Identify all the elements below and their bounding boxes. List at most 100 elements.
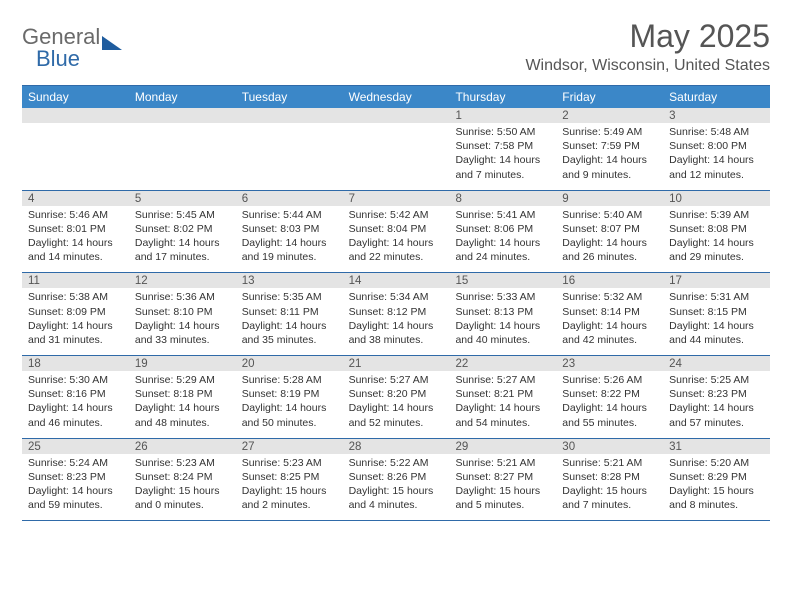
- sunset-text: Sunset: 8:26 PM: [349, 470, 444, 484]
- day-number: 13: [236, 273, 343, 288]
- day-number: 23: [556, 356, 663, 371]
- sunset-text: Sunset: 8:02 PM: [135, 222, 230, 236]
- day-of-week-cell: Sunday: [22, 86, 129, 108]
- day-number: 22: [449, 356, 556, 371]
- month-title: May 2025: [525, 18, 770, 55]
- day-of-week-cell: Saturday: [663, 86, 770, 108]
- sunrise-text: Sunrise: 5:40 AM: [562, 208, 657, 222]
- day-number: 3: [663, 108, 770, 123]
- sunrise-text: Sunrise: 5:35 AM: [242, 290, 337, 304]
- day-detail: Sunrise: 5:23 AMSunset: 8:24 PMDaylight:…: [129, 454, 236, 521]
- sunset-text: Sunset: 8:28 PM: [562, 470, 657, 484]
- day-detail: Sunrise: 5:33 AMSunset: 8:13 PMDaylight:…: [449, 288, 556, 355]
- daylight-text: Daylight: 14 hours and 52 minutes.: [349, 401, 444, 429]
- day-number: 9: [556, 191, 663, 206]
- day-detail: [129, 123, 236, 190]
- daylight-text: Daylight: 14 hours and 48 minutes.: [135, 401, 230, 429]
- day-detail: Sunrise: 5:36 AMSunset: 8:10 PMDaylight:…: [129, 288, 236, 355]
- daylight-text: Daylight: 14 hours and 57 minutes.: [669, 401, 764, 429]
- sunset-text: Sunset: 8:04 PM: [349, 222, 444, 236]
- day-number: 1: [449, 108, 556, 123]
- sunrise-text: Sunrise: 5:33 AM: [455, 290, 550, 304]
- day-number-strip: 11121314151617: [22, 273, 770, 288]
- sunrise-text: Sunrise: 5:20 AM: [669, 456, 764, 470]
- daylight-text: Daylight: 14 hours and 29 minutes.: [669, 236, 764, 264]
- day-number: 8: [449, 191, 556, 206]
- day-number: 17: [663, 273, 770, 288]
- daylight-text: Daylight: 15 hours and 0 minutes.: [135, 484, 230, 512]
- sunset-text: Sunset: 8:24 PM: [135, 470, 230, 484]
- daylight-text: Daylight: 14 hours and 7 minutes.: [455, 153, 550, 181]
- day-detail: Sunrise: 5:40 AMSunset: 8:07 PMDaylight:…: [556, 206, 663, 273]
- daylight-text: Daylight: 14 hours and 46 minutes.: [28, 401, 123, 429]
- daylight-text: Daylight: 14 hours and 33 minutes.: [135, 319, 230, 347]
- day-number: 30: [556, 439, 663, 454]
- day-detail-strip: Sunrise: 5:24 AMSunset: 8:23 PMDaylight:…: [22, 454, 770, 521]
- sunrise-text: Sunrise: 5:36 AM: [135, 290, 230, 304]
- sunrise-text: Sunrise: 5:29 AM: [135, 373, 230, 387]
- day-number-strip: 25262728293031: [22, 439, 770, 454]
- sunset-text: Sunset: 8:15 PM: [669, 305, 764, 319]
- day-detail: Sunrise: 5:25 AMSunset: 8:23 PMDaylight:…: [663, 371, 770, 438]
- sunset-text: Sunset: 8:14 PM: [562, 305, 657, 319]
- day-number: 18: [22, 356, 129, 371]
- day-number: 31: [663, 439, 770, 454]
- sunset-text: Sunset: 8:21 PM: [455, 387, 550, 401]
- day-number: 28: [343, 439, 450, 454]
- sunrise-text: Sunrise: 5:31 AM: [669, 290, 764, 304]
- sunrise-text: Sunrise: 5:21 AM: [455, 456, 550, 470]
- daylight-text: Daylight: 15 hours and 7 minutes.: [562, 484, 657, 512]
- daylight-text: Daylight: 14 hours and 40 minutes.: [455, 319, 550, 347]
- day-detail: Sunrise: 5:45 AMSunset: 8:02 PMDaylight:…: [129, 206, 236, 273]
- sunrise-text: Sunrise: 5:27 AM: [455, 373, 550, 387]
- day-number: 2: [556, 108, 663, 123]
- day-number: 24: [663, 356, 770, 371]
- sunrise-text: Sunrise: 5:23 AM: [242, 456, 337, 470]
- sunrise-text: Sunrise: 5:24 AM: [28, 456, 123, 470]
- daylight-text: Daylight: 14 hours and 22 minutes.: [349, 236, 444, 264]
- daylight-text: Daylight: 14 hours and 42 minutes.: [562, 319, 657, 347]
- day-detail: Sunrise: 5:28 AMSunset: 8:19 PMDaylight:…: [236, 371, 343, 438]
- week-row: 123 Sunrise: 5:50 AMSunset: 7:58 PMDaylig…: [22, 108, 770, 191]
- sunset-text: Sunset: 8:16 PM: [28, 387, 123, 401]
- daylight-text: Daylight: 14 hours and 14 minutes.: [28, 236, 123, 264]
- day-number: 26: [129, 439, 236, 454]
- day-detail: Sunrise: 5:21 AMSunset: 8:27 PMDaylight:…: [449, 454, 556, 521]
- day-number-strip: 45678910: [22, 191, 770, 206]
- sunset-text: Sunset: 8:01 PM: [28, 222, 123, 236]
- day-detail-strip: Sunrise: 5:38 AMSunset: 8:09 PMDaylight:…: [22, 288, 770, 355]
- day-detail: [343, 123, 450, 190]
- sunset-text: Sunset: 8:03 PM: [242, 222, 337, 236]
- day-number: 19: [129, 356, 236, 371]
- day-number: 15: [449, 273, 556, 288]
- day-detail: Sunrise: 5:42 AMSunset: 8:04 PMDaylight:…: [343, 206, 450, 273]
- sunrise-text: Sunrise: 5:21 AM: [562, 456, 657, 470]
- day-number: 16: [556, 273, 663, 288]
- day-detail: Sunrise: 5:23 AMSunset: 8:25 PMDaylight:…: [236, 454, 343, 521]
- day-detail: Sunrise: 5:35 AMSunset: 8:11 PMDaylight:…: [236, 288, 343, 355]
- day-detail: Sunrise: 5:26 AMSunset: 8:22 PMDaylight:…: [556, 371, 663, 438]
- day-number: [343, 108, 450, 123]
- sunrise-text: Sunrise: 5:30 AM: [28, 373, 123, 387]
- daylight-text: Daylight: 14 hours and 38 minutes.: [349, 319, 444, 347]
- sunrise-text: Sunrise: 5:28 AM: [242, 373, 337, 387]
- day-of-week-row: SundayMondayTuesdayWednesdayThursdayFrid…: [22, 86, 770, 108]
- sunset-text: Sunset: 8:13 PM: [455, 305, 550, 319]
- daylight-text: Daylight: 14 hours and 17 minutes.: [135, 236, 230, 264]
- sunset-text: Sunset: 8:27 PM: [455, 470, 550, 484]
- day-detail: Sunrise: 5:32 AMSunset: 8:14 PMDaylight:…: [556, 288, 663, 355]
- sunset-text: Sunset: 7:59 PM: [562, 139, 657, 153]
- day-number: 4: [22, 191, 129, 206]
- day-detail: Sunrise: 5:50 AMSunset: 7:58 PMDaylight:…: [449, 123, 556, 190]
- day-detail: Sunrise: 5:39 AMSunset: 8:08 PMDaylight:…: [663, 206, 770, 273]
- daylight-text: Daylight: 14 hours and 54 minutes.: [455, 401, 550, 429]
- daylight-text: Daylight: 14 hours and 12 minutes.: [669, 153, 764, 181]
- day-detail: Sunrise: 5:29 AMSunset: 8:18 PMDaylight:…: [129, 371, 236, 438]
- sunrise-text: Sunrise: 5:25 AM: [669, 373, 764, 387]
- day-number: 12: [129, 273, 236, 288]
- sunset-text: Sunset: 8:20 PM: [349, 387, 444, 401]
- daylight-text: Daylight: 14 hours and 59 minutes.: [28, 484, 123, 512]
- day-of-week-cell: Wednesday: [343, 86, 450, 108]
- sunset-text: Sunset: 8:06 PM: [455, 222, 550, 236]
- sunrise-text: Sunrise: 5:27 AM: [349, 373, 444, 387]
